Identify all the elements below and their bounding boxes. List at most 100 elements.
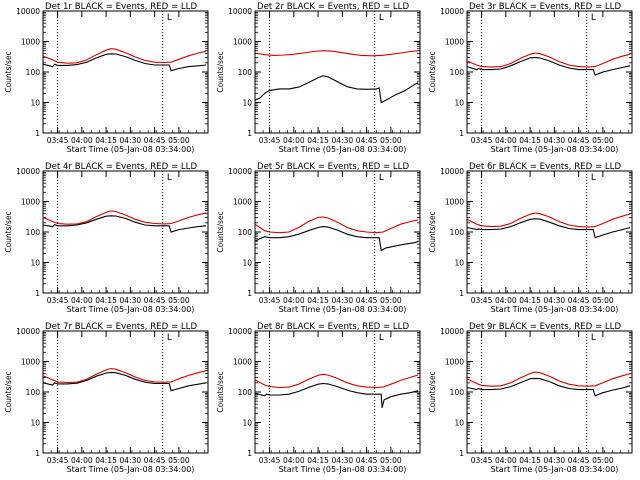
x-tick-label: 04:30 bbox=[544, 296, 566, 305]
y-axis-label: Counts/sec bbox=[428, 51, 437, 92]
x-tick-label: 04:45 bbox=[144, 136, 166, 145]
y-tick-label: 10000 bbox=[16, 327, 40, 336]
y-tick-label: 100 bbox=[238, 68, 253, 77]
x-tick-label: 03:45 bbox=[259, 136, 281, 145]
lld-series-line bbox=[254, 50, 419, 57]
x-tick-label: 04:45 bbox=[568, 136, 590, 145]
plot-frame bbox=[254, 10, 421, 134]
x-axis-label: Start Time (05-Jan-08 03:34:00) bbox=[67, 465, 195, 474]
y-tick-label: 1000 bbox=[21, 198, 40, 207]
plot-frame bbox=[42, 330, 209, 454]
x-tick-label: 04:45 bbox=[356, 136, 378, 145]
x-tick-label: 03:45 bbox=[259, 296, 281, 305]
chart-title: Det 3r BLACK = Events, RED = LLD bbox=[469, 2, 621, 12]
x-axis-label: Start Time (05-Jan-08 03:34:00) bbox=[279, 305, 407, 314]
plot-frame bbox=[254, 330, 421, 454]
y-axis-label: Counts/sec bbox=[428, 211, 437, 252]
x-tick-label: 05:00 bbox=[380, 296, 402, 305]
y-tick-label: 1 bbox=[35, 449, 40, 458]
x-axis-label: Start Time (05-Jan-08 03:34:00) bbox=[491, 305, 619, 314]
y-tick-label: 10000 bbox=[440, 327, 464, 336]
x-tick-label: 04:00 bbox=[283, 136, 305, 145]
plot-frame bbox=[254, 170, 421, 294]
y-tick-label: 100 bbox=[26, 388, 41, 397]
x-axis-label: Start Time (05-Jan-08 03:34:00) bbox=[279, 465, 407, 474]
y-tick-label: 100 bbox=[450, 228, 465, 237]
y-tick-label: 1 bbox=[35, 129, 40, 138]
chart-title: Det 6r BLACK = Events, RED = LLD bbox=[469, 162, 621, 172]
marker-label: L bbox=[591, 173, 596, 183]
x-tick-label: 04:15 bbox=[519, 456, 541, 465]
y-tick-label: 10 bbox=[30, 419, 40, 428]
marker-label: L bbox=[167, 173, 172, 183]
y-tick-label: 1000 bbox=[445, 198, 464, 207]
x-tick-label: 04:45 bbox=[356, 456, 378, 465]
lld-series-line bbox=[42, 48, 207, 64]
x-tick-label: 04:00 bbox=[283, 296, 305, 305]
x-tick-label: 04:45 bbox=[568, 296, 590, 305]
x-tick-label: 04:45 bbox=[144, 296, 166, 305]
x-tick-label: 05:00 bbox=[592, 456, 614, 465]
y-axis-label: Counts/sec bbox=[216, 371, 225, 412]
chart-title: Det 2r BLACK = Events, RED = LLD bbox=[257, 2, 409, 12]
x-tick-label: 03:45 bbox=[47, 296, 69, 305]
events-series-line bbox=[254, 226, 419, 252]
chart-title: Det 1r BLACK = Events, RED = LLD bbox=[45, 2, 197, 12]
marker-label: L bbox=[167, 333, 172, 343]
x-axis-label: Start Time (05-Jan-08 03:34:00) bbox=[279, 145, 407, 154]
events-series-line bbox=[42, 53, 207, 72]
x-tick-label: 04:30 bbox=[120, 296, 142, 305]
y-tick-label: 1 bbox=[247, 449, 252, 458]
x-tick-label: 04:00 bbox=[71, 136, 93, 145]
y-tick-label: 10 bbox=[242, 259, 252, 268]
y-axis-label: Counts/sec bbox=[4, 51, 13, 92]
y-tick-label: 10 bbox=[242, 419, 252, 428]
x-tick-label: 04:00 bbox=[495, 136, 517, 145]
x-tick-label: 04:30 bbox=[544, 136, 566, 145]
chart-panel-3: Det 3r BLACK = Events, RED = LLD 1 10 100 10… bbox=[428, 2, 633, 154]
x-tick-label: 03:45 bbox=[471, 296, 493, 305]
y-tick-label: 1 bbox=[459, 289, 464, 298]
y-tick-label: 10000 bbox=[440, 167, 464, 176]
y-tick-label: 10000 bbox=[16, 7, 40, 16]
events-series-line bbox=[254, 75, 419, 104]
x-tick-label: 03:45 bbox=[259, 456, 281, 465]
y-tick-label: 1000 bbox=[233, 38, 252, 47]
events-series-line bbox=[42, 215, 207, 233]
chart-title: Det 8r BLACK = Events, RED = LLD bbox=[257, 322, 409, 332]
chart-panel-8: Det 8r BLACK = Events, RED = LLD 1 10 100 10… bbox=[216, 322, 421, 474]
y-tick-label: 10000 bbox=[228, 167, 252, 176]
x-tick-label: 04:30 bbox=[332, 296, 354, 305]
y-axis-label: Counts/sec bbox=[4, 371, 13, 412]
y-axis-label: Counts/sec bbox=[216, 51, 225, 92]
marker-label: L bbox=[591, 333, 596, 343]
marker-label: L bbox=[379, 173, 384, 183]
chart-panel-1: Det 1r BLACK = Events, RED = LLD 1 10 100 10… bbox=[4, 2, 209, 154]
x-axis-label: Start Time (05-Jan-08 03:34:00) bbox=[67, 305, 195, 314]
x-tick-label: 04:45 bbox=[144, 456, 166, 465]
y-tick-label: 10000 bbox=[16, 167, 40, 176]
x-tick-label: 04:00 bbox=[71, 456, 93, 465]
lld-series-line bbox=[466, 371, 631, 387]
x-tick-label: 05:00 bbox=[592, 296, 614, 305]
chart-panel-5: Det 5r BLACK = Events, RED = LLD 1 10 100 10… bbox=[216, 162, 421, 314]
y-tick-label: 1 bbox=[35, 289, 40, 298]
x-axis-label: Start Time (05-Jan-08 03:34:00) bbox=[491, 145, 619, 154]
marker-label: L bbox=[591, 13, 596, 23]
x-tick-label: 04:15 bbox=[307, 136, 329, 145]
y-tick-label: 10 bbox=[454, 99, 464, 108]
y-tick-label: 100 bbox=[26, 228, 41, 237]
x-tick-label: 04:00 bbox=[495, 456, 517, 465]
y-tick-label: 1000 bbox=[21, 358, 40, 367]
x-tick-label: 03:45 bbox=[47, 136, 69, 145]
y-tick-label: 10 bbox=[30, 99, 40, 108]
chart-title: Det 5r BLACK = Events, RED = LLD bbox=[257, 162, 409, 172]
x-axis-label: Start Time (05-Jan-08 03:34:00) bbox=[67, 145, 195, 154]
chart-title: Det 4r BLACK = Events, RED = LLD bbox=[45, 162, 197, 172]
x-tick-label: 04:15 bbox=[307, 456, 329, 465]
plot-frame bbox=[466, 170, 633, 294]
x-tick-label: 04:15 bbox=[95, 296, 117, 305]
y-tick-label: 100 bbox=[238, 228, 253, 237]
y-tick-label: 10 bbox=[454, 419, 464, 428]
